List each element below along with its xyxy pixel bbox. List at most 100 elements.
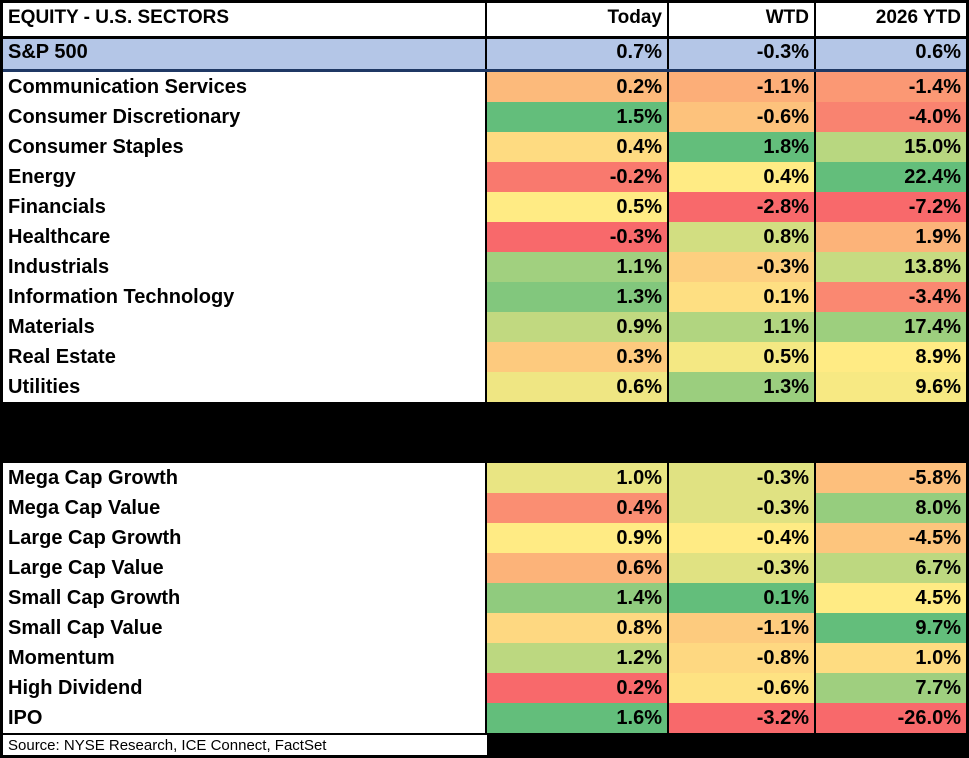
wtd-cell: 0.5% [667, 342, 814, 372]
row-label: Small Cap Value [3, 613, 485, 643]
style-row: Mega Cap Value 0.4% -0.3% 8.0% [3, 493, 966, 523]
ytd-cell: 9.7% [814, 613, 966, 643]
wtd-cell: -1.1% [667, 613, 814, 643]
ytd-cell: 4.5% [814, 583, 966, 613]
ytd-cell: 1.9% [814, 222, 966, 252]
column-header-ytd: 2026 YTD [814, 3, 966, 36]
sector-row: Information Technology 1.3% 0.1% -3.4% [3, 282, 966, 312]
wtd-cell: -0.3% [667, 252, 814, 282]
today-cell: 1.1% [485, 252, 667, 282]
today-cell: 0.8% [485, 613, 667, 643]
wtd-cell: 1.1% [667, 312, 814, 342]
sector-row: Consumer Discretionary 1.5% -0.6% -4.0% [3, 102, 966, 132]
row-label: Healthcare [3, 222, 485, 252]
row-label: Consumer Discretionary [3, 102, 485, 132]
ytd-cell: -1.4% [814, 72, 966, 102]
ytd-cell: -26.0% [814, 703, 966, 733]
ytd-cell: 13.8% [814, 252, 966, 282]
style-row: High Dividend 0.2% -0.6% 7.7% [3, 673, 966, 703]
row-label: IPO [3, 703, 485, 733]
style-row: Mega Cap Growth 1.0% -0.3% -5.8% [3, 463, 966, 493]
today-cell: 1.0% [485, 463, 667, 493]
row-label: Materials [3, 312, 485, 342]
ytd-cell: -5.8% [814, 463, 966, 493]
row-label: Energy [3, 162, 485, 192]
row-label: Mega Cap Value [3, 493, 485, 523]
today-cell: 0.2% [485, 72, 667, 102]
ytd-cell: 8.0% [814, 493, 966, 523]
ytd-cell: -4.5% [814, 523, 966, 553]
sector-row: Energy -0.2% 0.4% 22.4% [3, 162, 966, 192]
wtd-cell: 1.3% [667, 372, 814, 402]
today-cell: 1.5% [485, 102, 667, 132]
today-cell: 0.2% [485, 673, 667, 703]
wtd-cell: -2.8% [667, 192, 814, 222]
wtd-cell: -0.4% [667, 523, 814, 553]
sector-row: Materials 0.9% 1.1% 17.4% [3, 312, 966, 342]
today-cell: 0.9% [485, 312, 667, 342]
sector-row: Utilities 0.6% 1.3% 9.6% [3, 372, 966, 402]
row-label: Momentum [3, 643, 485, 673]
today-cell: -0.3% [485, 222, 667, 252]
row-label: Mega Cap Growth [3, 463, 485, 493]
wtd-cell: -0.6% [667, 102, 814, 132]
ytd-cell: 8.9% [814, 342, 966, 372]
row-label: Large Cap Value [3, 553, 485, 583]
wtd-cell: -1.1% [667, 72, 814, 102]
today-cell: 1.3% [485, 282, 667, 312]
today-cell: 0.6% [485, 553, 667, 583]
row-label: Real Estate [3, 342, 485, 372]
sector-row: Communication Services 0.2% -1.1% -1.4% [3, 72, 966, 102]
sector-row: Consumer Staples 0.4% 1.8% 15.0% [3, 132, 966, 162]
today-cell: 0.6% [485, 372, 667, 402]
row-label: Communication Services [3, 72, 485, 102]
wtd-cell: 1.8% [667, 132, 814, 162]
row-label: High Dividend [3, 673, 485, 703]
row-label: Small Cap Growth [3, 583, 485, 613]
today-cell: 0.9% [485, 523, 667, 553]
wtd-cell: 0.1% [667, 583, 814, 613]
ytd-cell: 1.0% [814, 643, 966, 673]
row-label: Financials [3, 192, 485, 222]
ytd-cell: -4.0% [814, 102, 966, 132]
ytd-cell: 17.4% [814, 312, 966, 342]
footer-row: Source: NYSE Research, ICE Connect, Fact… [3, 733, 966, 755]
row-label: Consumer Staples [3, 132, 485, 162]
wtd-cell: 0.1% [667, 282, 814, 312]
wtd-cell: 0.4% [667, 162, 814, 192]
today-cell: 0.4% [485, 493, 667, 523]
today-cell: 0.5% [485, 192, 667, 222]
ytd-cell: 7.7% [814, 673, 966, 703]
style-row: Large Cap Growth 0.9% -0.4% -4.5% [3, 523, 966, 553]
benchmark-today-cell: 0.7% [485, 39, 667, 69]
row-label: Information Technology [3, 282, 485, 312]
ytd-cell: 22.4% [814, 162, 966, 192]
sector-row: Financials 0.5% -2.8% -7.2% [3, 192, 966, 222]
wtd-cell: -0.3% [667, 493, 814, 523]
styles-section: Mega Cap Growth 1.0% -0.3% -5.8% Mega Cap Va… [3, 463, 966, 733]
benchmark-row: S&P 500 0.7% -0.3% 0.6% [3, 39, 966, 72]
wtd-cell: -0.3% [667, 463, 814, 493]
sectors-section: Communication Services 0.2% -1.1% -1.4% Cons… [3, 72, 966, 402]
source-note: Source: NYSE Research, ICE Connect, Fact… [3, 735, 487, 755]
ytd-cell: 6.7% [814, 553, 966, 583]
today-cell: 1.4% [485, 583, 667, 613]
style-row: Small Cap Value 0.8% -1.1% 9.7% [3, 613, 966, 643]
today-cell: 1.2% [485, 643, 667, 673]
today-cell: 1.6% [485, 703, 667, 733]
benchmark-wtd-cell: -0.3% [667, 39, 814, 69]
row-label: Industrials [3, 252, 485, 282]
sector-row: Industrials 1.1% -0.3% 13.8% [3, 252, 966, 282]
section-divider-band [3, 402, 966, 463]
wtd-cell: -0.6% [667, 673, 814, 703]
today-cell: 0.3% [485, 342, 667, 372]
sector-row: Healthcare -0.3% 0.8% 1.9% [3, 222, 966, 252]
table-header-row: EQUITY - U.S. SECTORS Today WTD 2026 YTD [3, 3, 966, 39]
today-cell: 0.4% [485, 132, 667, 162]
style-row: IPO 1.6% -3.2% -26.0% [3, 703, 966, 733]
style-row: Large Cap Value 0.6% -0.3% 6.7% [3, 553, 966, 583]
benchmark-ytd-cell: 0.6% [814, 39, 966, 69]
row-label: Utilities [3, 372, 485, 402]
wtd-cell: 0.8% [667, 222, 814, 252]
